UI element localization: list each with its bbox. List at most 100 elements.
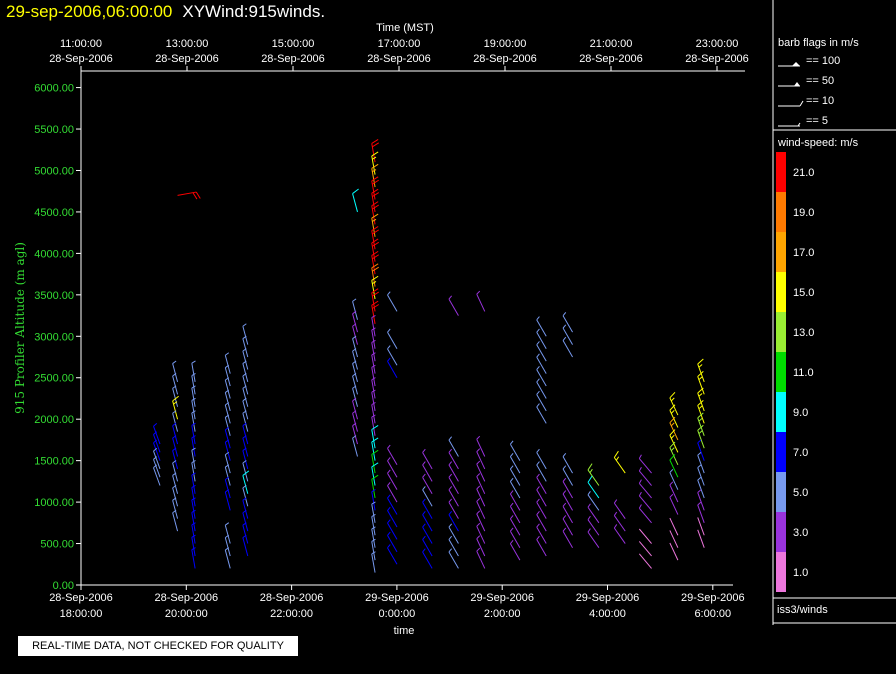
wind-barb xyxy=(476,473,486,495)
quality-notice: REAL-TIME DATA, NOT CHECKED FOR QUALITY xyxy=(18,636,298,656)
wind-barb xyxy=(224,402,231,424)
wind-barb xyxy=(352,348,358,370)
wind-barb xyxy=(476,547,486,569)
wind-barb xyxy=(509,477,521,499)
wind-barb xyxy=(448,486,459,507)
wind-barb xyxy=(191,360,196,382)
wind-barb xyxy=(638,466,652,486)
speed-swatch xyxy=(776,432,786,472)
wind-barb xyxy=(613,450,626,474)
wind-barb xyxy=(172,360,179,383)
wind-barb xyxy=(371,188,380,213)
wind-barb xyxy=(669,469,679,490)
wind-barb xyxy=(448,461,459,482)
wind-barb xyxy=(536,448,547,470)
y-ticks: 0.00 500.00 1000.00 1500.00 2000.00 2500.00 30… xyxy=(34,83,81,592)
wind-barb xyxy=(422,461,433,482)
wind-barb xyxy=(242,497,249,519)
wind-barb xyxy=(422,535,433,557)
x-tick-date: 28-Sep-2006 xyxy=(260,592,324,604)
wind-barb xyxy=(387,506,398,528)
barb-legend-label: == 100 xyxy=(806,55,840,67)
wind-barb xyxy=(536,523,547,544)
wind-barb xyxy=(352,410,358,432)
wind-barb xyxy=(371,339,376,362)
wind-barb xyxy=(191,534,196,557)
wind-barb xyxy=(191,547,196,569)
wind-barb xyxy=(371,538,376,561)
speed-label: 5.0 xyxy=(793,487,808,499)
wind-barb xyxy=(476,485,486,507)
speed-swatch xyxy=(776,312,786,352)
top-tick-date: 28-Sep-2006 xyxy=(685,53,749,65)
y-tick-label: 0.00 xyxy=(53,580,74,592)
wind-barb xyxy=(476,460,486,482)
wind-barb xyxy=(669,416,679,441)
wind-barb xyxy=(242,484,249,507)
wind-barb xyxy=(509,540,521,561)
wind-barb xyxy=(562,336,573,358)
wind-barb xyxy=(242,397,249,420)
wind-barb xyxy=(172,509,179,532)
top-tick-date: 28-Sep-2006 xyxy=(155,53,219,65)
wind-barb xyxy=(371,151,379,175)
wind-barb xyxy=(371,389,376,411)
wind-barb xyxy=(387,494,398,515)
wind-barb xyxy=(387,345,398,366)
wind-barb xyxy=(371,314,376,337)
y-tick-label: 3500.00 xyxy=(34,290,74,302)
wind-barb xyxy=(371,414,376,436)
speed-swatch xyxy=(776,352,786,392)
wind-barb xyxy=(242,385,249,407)
wind-barb xyxy=(422,486,433,507)
barb-legend: == 100 == 50 == 10 == 5 xyxy=(778,55,840,127)
wind-barb xyxy=(422,548,433,569)
barb-legend-item: == 5 xyxy=(778,115,828,127)
wind-barb xyxy=(422,473,433,495)
wind-barb xyxy=(371,288,380,312)
wind-barb xyxy=(352,323,358,345)
wind-barb xyxy=(536,461,547,482)
wind-barb xyxy=(172,460,179,482)
wind-barb xyxy=(352,188,359,213)
wind-barb xyxy=(224,489,231,511)
wind-barb xyxy=(536,353,547,374)
wind-barb xyxy=(172,385,179,407)
wind-barb xyxy=(172,422,179,445)
wind-barb xyxy=(638,541,652,557)
wind-barb xyxy=(242,435,249,457)
wind-barb xyxy=(448,498,459,519)
wind-barb xyxy=(191,372,196,395)
wind-barb xyxy=(638,528,652,544)
wind-barb xyxy=(422,448,433,470)
wind-barb xyxy=(476,535,486,557)
wind-barb xyxy=(224,389,231,412)
wind-barb xyxy=(697,371,705,395)
wind-barb xyxy=(697,424,705,449)
wind-barb xyxy=(536,403,547,424)
wind-barb xyxy=(224,476,231,499)
wind-barb xyxy=(562,312,573,333)
wind-barb xyxy=(352,310,358,333)
wind-barb xyxy=(697,501,705,523)
wind-barb xyxy=(387,469,398,490)
wind-barb xyxy=(476,290,486,312)
wind-barb xyxy=(697,439,705,461)
top-tick-time: 21:00:00 xyxy=(590,38,633,50)
x-tick-time: 4:00:00 xyxy=(589,608,626,620)
wind-barb xyxy=(562,465,573,486)
wind-barb xyxy=(638,454,652,474)
wind-barb xyxy=(371,250,380,275)
wind-barb xyxy=(242,509,249,532)
top-axis-title: Time (MST) xyxy=(376,22,434,34)
wind-barb xyxy=(153,456,161,478)
wind-barb xyxy=(562,527,573,548)
y-tick-label: 2500.00 xyxy=(34,373,74,385)
wind-barb xyxy=(371,352,376,374)
wind-barb xyxy=(371,474,379,499)
wind-barb xyxy=(371,201,380,225)
title-product: XYWind:915winds. xyxy=(182,2,326,21)
wind-barb xyxy=(352,360,358,383)
wind-barb xyxy=(448,535,459,557)
wind-barb xyxy=(371,176,380,200)
